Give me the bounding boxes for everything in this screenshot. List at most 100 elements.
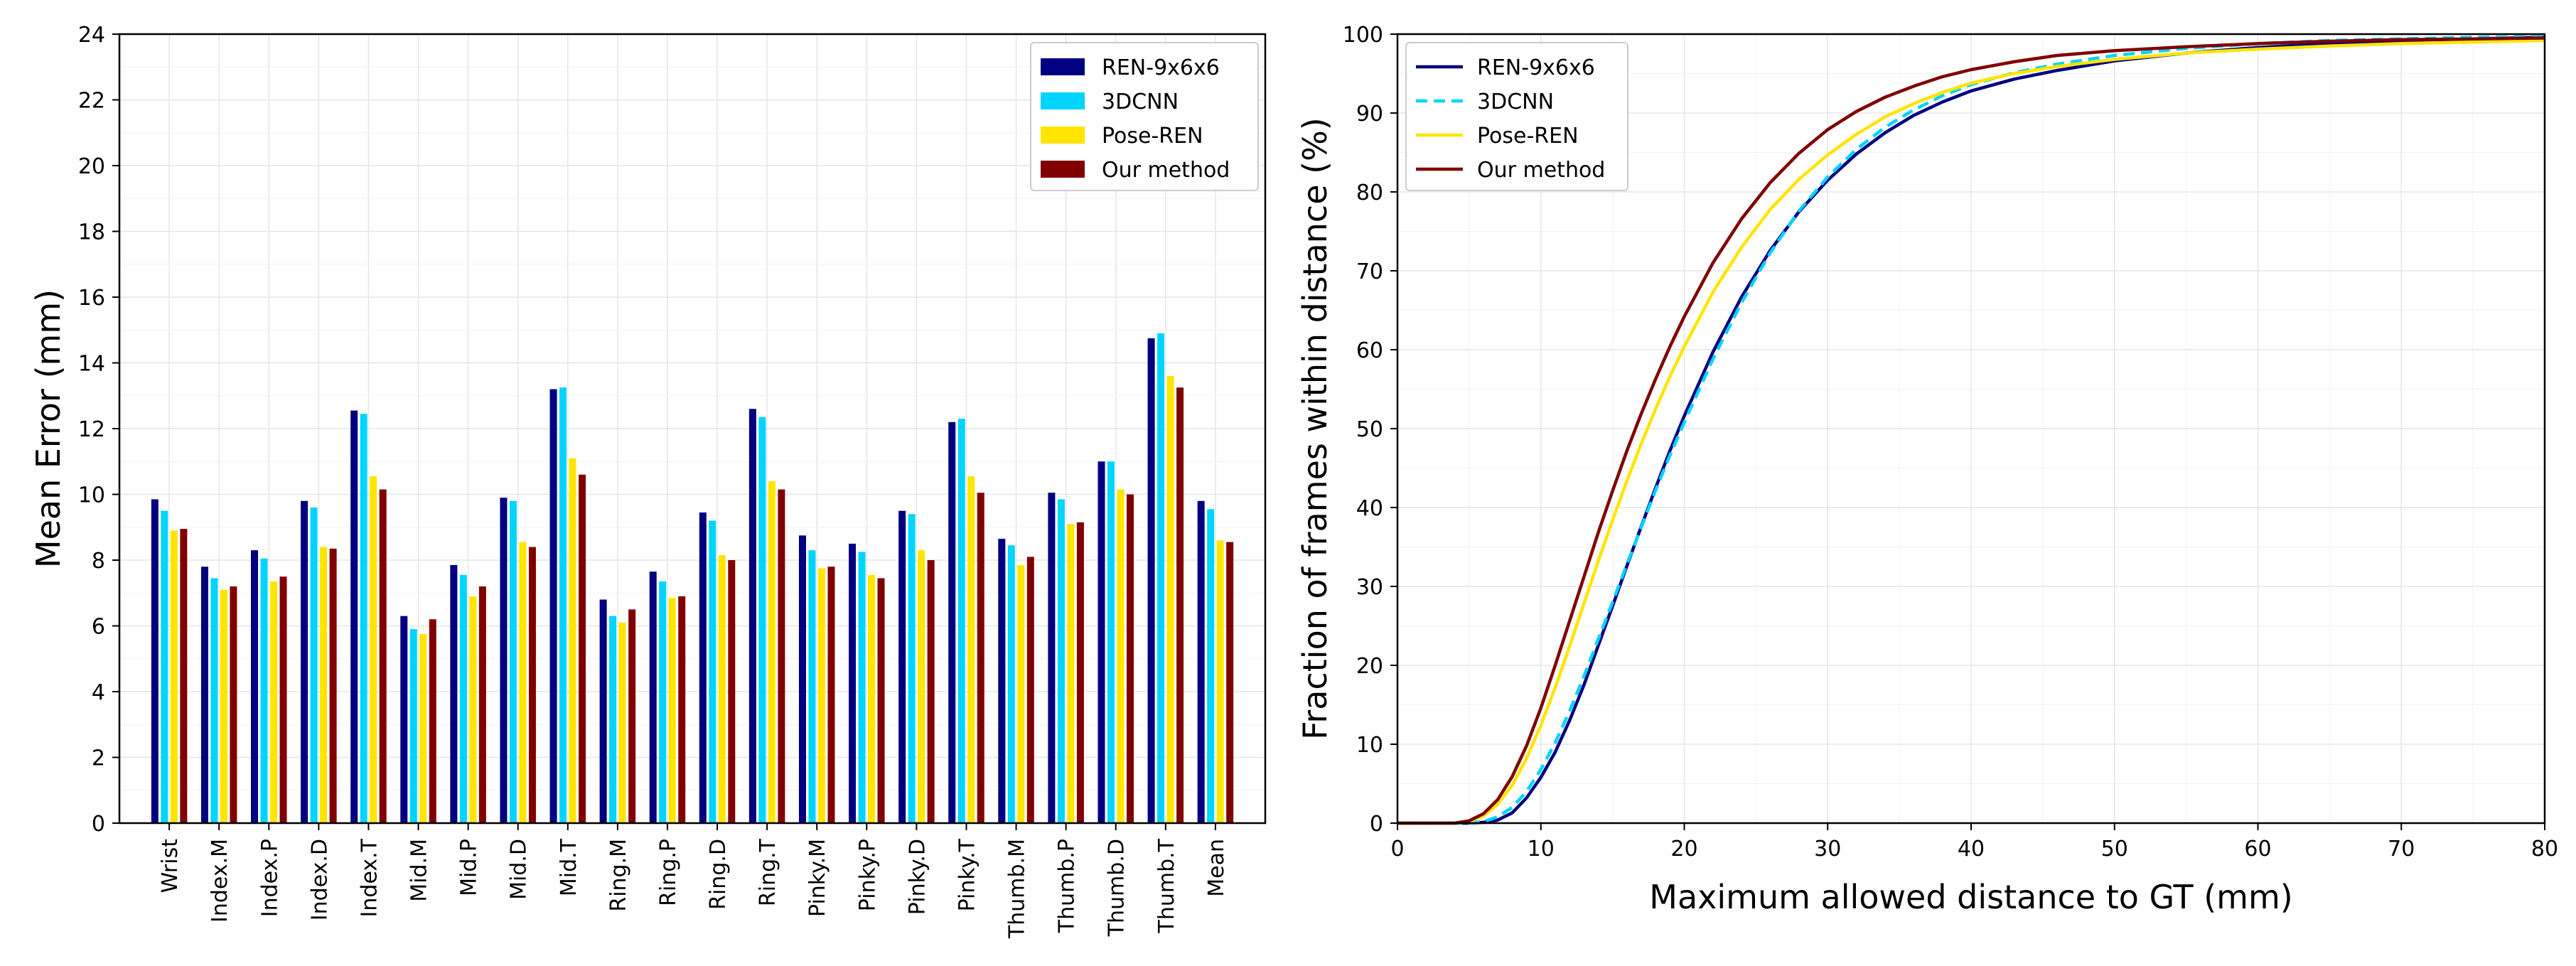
bar-3dcnn-index-m — [210, 578, 218, 823]
bar-3dcnn-pinky-t — [957, 419, 965, 823]
y-tick-label: 60 — [1356, 338, 1383, 363]
y-axis-label: Mean Error (mm) — [29, 289, 68, 568]
bar-3dcnn-mid-m — [409, 629, 417, 823]
bar-our-method-index-p — [279, 576, 287, 823]
bar-pose-ren-index-t — [370, 476, 377, 823]
y-tick-label: 40 — [1356, 496, 1383, 521]
legend-swatch — [1041, 161, 1085, 178]
y-tick-label: 10 — [78, 483, 105, 508]
bar-our-method-wrist — [180, 529, 188, 823]
bar-3dcnn-index-t — [360, 414, 367, 823]
bar-our-method-thumb-t — [1176, 387, 1184, 823]
bar-pose-ren-thumb-d — [1117, 489, 1125, 823]
bar-our-method-mid-p — [478, 586, 486, 823]
x-tick-label: Thumb.P — [1055, 839, 1080, 933]
bar-our-method-pinky-p — [877, 578, 885, 823]
bar-pose-ren-pinky-p — [868, 574, 876, 823]
bar-pose-ren-thumb-t — [1166, 376, 1174, 823]
legend-box — [1405, 42, 1628, 191]
bar-ren-9x6x6-mid-p — [450, 564, 458, 823]
bar-our-method-mean — [1226, 542, 1234, 823]
bar-pose-ren-mean — [1216, 540, 1224, 823]
bar-pose-ren-thumb-p — [1067, 524, 1075, 823]
bar-our-method-ring-d — [728, 560, 736, 823]
y-tick-label: 70 — [1356, 259, 1383, 284]
bar-ren-9x6x6-ring-d — [699, 512, 707, 823]
bar-ren-9x6x6-ring-t — [748, 409, 756, 823]
bar-3dcnn-mid-p — [459, 574, 467, 823]
bar-3dcnn-wrist — [161, 510, 168, 823]
bar-pose-ren-ring-t — [768, 481, 776, 823]
bar-ren-9x6x6-pinky-t — [948, 422, 956, 823]
x-axis-label: Maximum allowed distance to GT (mm) — [1649, 878, 2293, 916]
bar-our-method-pinky-t — [977, 493, 984, 823]
y-tick-label: 30 — [1356, 575, 1383, 600]
y-tick-label: 0 — [92, 812, 105, 837]
x-tick-label: Pinky.D — [905, 839, 930, 915]
bar-3dcnn-pinky-m — [808, 550, 816, 823]
x-tick-label: Wrist — [158, 839, 183, 893]
x-tick-label: Index.T — [357, 838, 382, 917]
bar-ren-9x6x6-index-m — [200, 567, 208, 823]
bar-pose-ren-mid-p — [469, 596, 477, 823]
bar-our-method-thumb-p — [1076, 522, 1084, 823]
bar-3dcnn-ring-m — [609, 616, 617, 823]
x-tick-label: Ring.T — [756, 838, 780, 906]
x-tick-label: Ring.M — [606, 839, 631, 912]
bar-ren-9x6x6-wrist — [151, 499, 159, 823]
bar-pose-ren-index-p — [270, 581, 278, 823]
bar-pose-ren-wrist — [170, 530, 178, 823]
x-tick-label: Index.M — [208, 839, 232, 923]
y-tick-label: 24 — [78, 23, 105, 48]
bar-pose-ren-pinky-t — [967, 476, 975, 823]
x-tick-label: Mid.M — [407, 839, 432, 902]
y-tick-label: 18 — [78, 220, 105, 245]
bar-ren-9x6x6-pinky-p — [849, 543, 857, 823]
series-line-pose-ren — [1397, 38, 2545, 825]
legend-swatch — [1041, 92, 1085, 109]
bar-ren-9x6x6-ring-m — [599, 599, 607, 823]
x-tick-label: 0 — [1390, 837, 1404, 862]
legend-label: 3DCNN — [1102, 90, 1179, 114]
y-tick-label: 4 — [92, 680, 105, 705]
y-tick-label: 8 — [92, 549, 105, 574]
bar-ren-9x6x6-thumb-p — [1048, 493, 1056, 823]
bar-3dcnn-ring-t — [758, 417, 766, 823]
bar-3dcnn-mean — [1207, 509, 1215, 823]
bar-pose-ren-pinky-m — [817, 568, 825, 823]
bar-3dcnn-pinky-d — [908, 514, 916, 823]
bar-pose-ren-ring-m — [618, 622, 626, 823]
y-tick-label: 50 — [1356, 417, 1383, 442]
x-tick-label: Thumb.M — [1005, 839, 1030, 939]
legend-label: Our method — [1477, 158, 1605, 183]
bar-ren-9x6x6-ring-p — [649, 571, 657, 823]
y-tick-label: 16 — [78, 286, 105, 311]
x-tick-label: Mid.P — [457, 839, 482, 896]
x-tick-label: 20 — [1670, 837, 1697, 862]
bar-pose-ren-thumb-m — [1017, 564, 1025, 823]
x-tick-label: Ring.D — [706, 839, 731, 910]
bar-our-method-mid-m — [429, 619, 436, 823]
legend-swatch — [1041, 58, 1085, 75]
series-line-3dcnn — [1397, 35, 2545, 825]
x-tick-label: 10 — [1528, 837, 1555, 862]
bar-our-method-ring-m — [628, 609, 636, 823]
x-tick-label: Mean — [1204, 839, 1229, 897]
bar-our-method-pinky-m — [827, 567, 835, 823]
bar-our-method-index-d — [329, 548, 337, 823]
bar-our-method-ring-p — [678, 596, 686, 823]
legend-label: REN-9x6x6 — [1477, 55, 1595, 80]
series-line-our-method — [1397, 36, 2545, 825]
y-axis-label: Fraction of frames within distance (%) — [1296, 117, 1334, 739]
x-tick-label: Pinky.P — [855, 839, 880, 911]
bar-3dcnn-index-d — [310, 508, 318, 823]
legend-label: REN-9x6x6 — [1102, 55, 1220, 80]
x-tick-label: Pinky.M — [805, 839, 830, 917]
bar-our-method-mid-t — [579, 474, 586, 823]
x-tick-label: 70 — [2388, 837, 2415, 862]
legend-label: Pose-REN — [1477, 124, 1579, 149]
bar-our-method-thumb-d — [1126, 494, 1134, 823]
legend-label: 3DCNN — [1477, 90, 1554, 114]
